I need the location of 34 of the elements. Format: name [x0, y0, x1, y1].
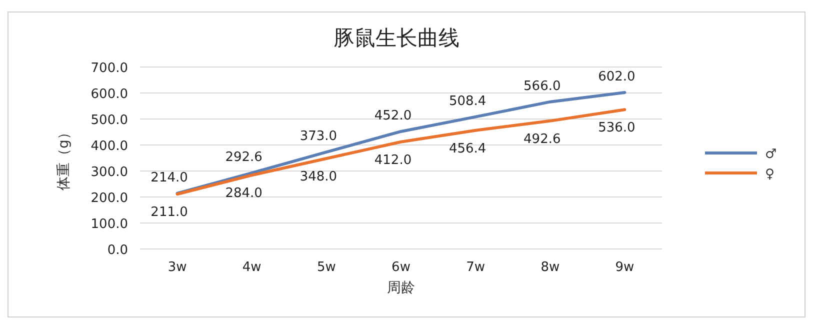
x-tick-label: 8w — [540, 260, 560, 275]
legend-label: ♀ — [765, 167, 775, 182]
x-tick-label: 7w — [466, 260, 486, 275]
data-label: 211.0 — [150, 205, 188, 220]
x-axis-title: 周龄 — [387, 280, 415, 296]
x-tick-label: 6w — [392, 260, 411, 275]
y-tick-label: 700.0 — [90, 61, 128, 76]
data-label: 456.4 — [448, 141, 486, 156]
y-tick-label: 500.0 — [90, 113, 128, 128]
y-tick-label: 100.0 — [90, 217, 128, 232]
y-tick-label: 0.0 — [107, 243, 128, 258]
data-label: 348.0 — [300, 170, 338, 185]
y-tick-label: 400.0 — [90, 139, 128, 154]
data-label: 602.0 — [598, 69, 636, 84]
legend-label: ♂ — [765, 147, 777, 162]
data-label: 452.0 — [374, 108, 412, 124]
chart-title: 豚鼠生长曲线 — [334, 26, 460, 50]
data-label: 492.6 — [524, 132, 561, 147]
data-label: 284.0 — [225, 186, 262, 202]
data-label: 214.0 — [150, 170, 188, 186]
y-tick-label: 300.0 — [90, 165, 128, 180]
y-tick-label: 200.0 — [90, 191, 128, 206]
data-label: 536.0 — [598, 120, 636, 136]
data-label: 412.0 — [374, 152, 412, 168]
x-tick-label: 3w — [168, 260, 188, 275]
data-label: 566.0 — [524, 78, 561, 94]
x-tick-label: 9w — [615, 260, 635, 275]
data-label: 292.6 — [225, 150, 262, 165]
data-label: 373.0 — [300, 129, 338, 144]
data-label: 508.4 — [448, 94, 486, 109]
y-axis-title: 体重（g） — [56, 126, 72, 190]
y-tick-label: 600.0 — [90, 87, 128, 102]
x-tick-label: 4w — [242, 260, 262, 275]
x-tick-label: 5w — [316, 260, 336, 275]
